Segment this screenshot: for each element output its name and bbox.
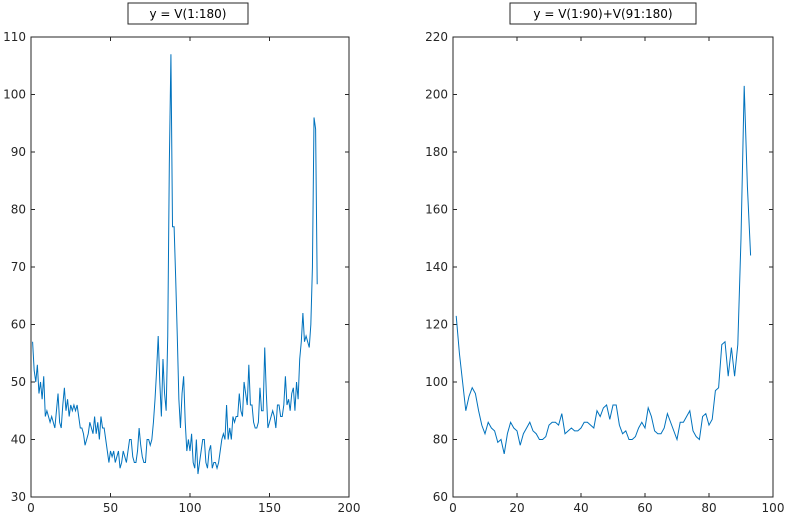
y-tick-label-right-5: 160 xyxy=(425,203,448,217)
y-tick-label-right-2: 100 xyxy=(425,375,448,389)
y-tick-label-left-1: 40 xyxy=(11,433,26,447)
y-tick-label-right-4: 140 xyxy=(425,260,448,274)
axis-ticks-left xyxy=(30,36,350,498)
x-tick-label-left-4: 200 xyxy=(338,501,361,515)
y-tick-label-left-2: 50 xyxy=(11,375,26,389)
x-tick-label-right-3: 60 xyxy=(637,501,652,515)
title-box-right xyxy=(509,2,697,25)
y-tick-label-right-3: 120 xyxy=(425,318,448,332)
x-tick-label-left-2: 100 xyxy=(179,501,202,515)
subplot-left: 0 50 100 150 200 30 40 50 60 70 80 90 100 110 y = V(1… xyxy=(3,2,360,515)
x-tick-label-right-5: 100 xyxy=(762,501,785,515)
x-tick-label-left-1: 50 xyxy=(103,501,118,515)
y-tick-label-right-6: 180 xyxy=(425,145,448,159)
x-tick-label-right-2: 40 xyxy=(573,501,588,515)
y-tick-label-right-8: 220 xyxy=(425,30,448,44)
axis-tick-labels-right: 0 20 40 60 80 100 60 80 100 120 140 160 180 200 220 xyxy=(425,30,784,515)
y-tick-label-left-0: 30 xyxy=(11,490,26,504)
y-tick-label-left-8: 110 xyxy=(3,30,26,44)
y-tick-label-left-3: 60 xyxy=(11,318,26,332)
y-tick-label-left-6: 90 xyxy=(11,145,26,159)
x-tick-label-right-0: 0 xyxy=(449,501,457,515)
y-tick-label-left-5: 80 xyxy=(11,203,26,217)
x-tick-label-left-3: 150 xyxy=(258,501,281,515)
y-tick-label-right-1: 80 xyxy=(433,433,448,447)
x-tick-label-left-0: 0 xyxy=(27,501,35,515)
y-tick-label-left-4: 70 xyxy=(11,260,26,274)
subplot-right: 0 20 40 60 80 100 60 80 100 120 140 160 180 200 220 y … xyxy=(425,2,784,515)
chart-title-right: y = V(1:90)+V(91:180) xyxy=(533,7,672,21)
axis-ticks-right xyxy=(452,36,774,498)
plot-area-right xyxy=(452,36,774,498)
axis-tick-labels-left: 0 50 100 150 200 30 40 50 60 70 80 90 100 110 xyxy=(3,30,360,515)
title-box-left xyxy=(127,2,249,25)
x-tick-label-right-4: 80 xyxy=(701,501,716,515)
series-line-left xyxy=(32,54,318,475)
x-tick-label-right-1: 20 xyxy=(509,501,524,515)
y-tick-label-right-7: 200 xyxy=(425,88,448,102)
y-tick-label-left-7: 100 xyxy=(3,88,26,102)
chart-title-left: y = V(1:180) xyxy=(150,7,227,21)
y-tick-label-right-0: 60 xyxy=(433,490,448,504)
series-line-right xyxy=(455,85,752,454)
plot-area-left xyxy=(30,36,350,498)
